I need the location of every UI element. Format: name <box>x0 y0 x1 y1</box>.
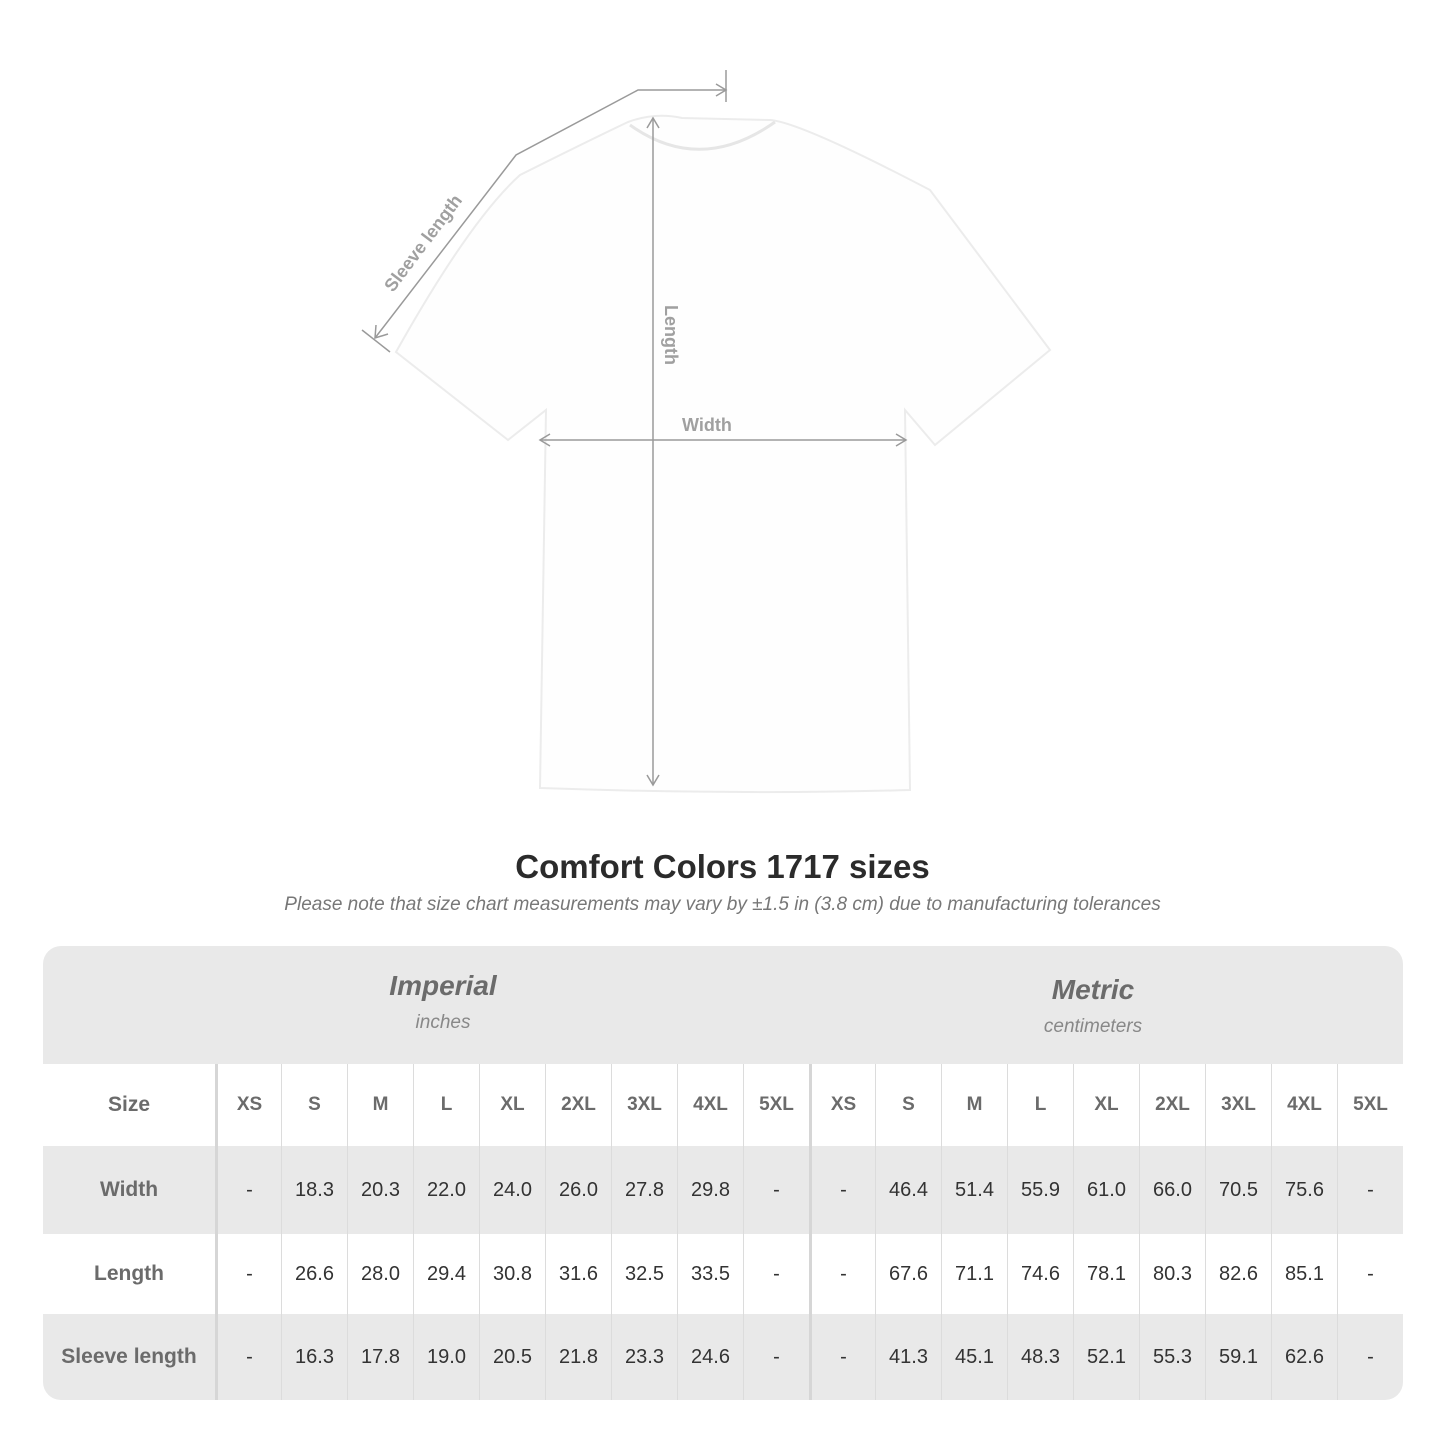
measurement-cell: 20.3 <box>347 1146 413 1234</box>
measurement-cell: 21.8 <box>545 1314 611 1400</box>
measurement-cell: - <box>215 1234 281 1314</box>
tshirt-shape <box>394 114 1052 794</box>
measurement-cell: 16.3 <box>281 1314 347 1400</box>
measurement-cell: 29.4 <box>413 1234 479 1314</box>
imperial-title: Imperial <box>389 970 497 1001</box>
measurement-cell: - <box>743 1234 809 1314</box>
row-label: Sleeve length <box>61 1345 197 1368</box>
metric-title: Metric <box>1051 974 1135 1005</box>
measurement-cell: 85.1 <box>1271 1234 1337 1314</box>
size-header-cell: M <box>347 1064 413 1146</box>
tolerance-note: Please note that size chart measurements… <box>284 894 1161 915</box>
measurement-cell: 46.4 <box>875 1146 941 1234</box>
metric-unit: centimeters <box>1043 1016 1143 1037</box>
measurement-cell: 61.0 <box>1073 1146 1139 1234</box>
measurement-cell: 59.1 <box>1205 1314 1271 1400</box>
measurement-cell: 67.6 <box>875 1234 941 1314</box>
imperial-unit: inches <box>415 1012 471 1033</box>
measurement-cell: 32.5 <box>611 1234 677 1314</box>
imperial-header: Imperial inches <box>103 970 783 1034</box>
measurement-cell: 28.0 <box>347 1234 413 1314</box>
length-label: Length <box>661 305 681 365</box>
measurement-cell: 31.6 <box>545 1234 611 1314</box>
size-header-cell: S <box>281 1064 347 1146</box>
measurement-cell: 26.0 <box>545 1146 611 1234</box>
header-row: Size XS S M L XL 2XL 3XL 4XL 5XL XS S M L XL 2XL 3XL 4XL 5… <box>43 1064 1403 1146</box>
measurement-cell: 41.3 <box>875 1314 941 1400</box>
size-header-cell: XL <box>1073 1064 1139 1146</box>
size-table: Imperial inches Metric centimeters Size X… <box>43 946 1403 1400</box>
measurement-cell: - <box>809 1234 875 1314</box>
measurement-cell: 62.6 <box>1271 1314 1337 1400</box>
tshirt-collar <box>629 120 776 151</box>
measurement-cell: - <box>743 1146 809 1234</box>
width-label: Width <box>682 415 732 435</box>
size-header-cell: 5XL <box>743 1064 809 1146</box>
measurement-cell: - <box>1337 1314 1403 1400</box>
row-label: Width <box>99 1178 159 1201</box>
measurement-cell: 66.0 <box>1139 1146 1205 1234</box>
measurement-cell: 33.5 <box>677 1234 743 1314</box>
metric-header: Metric centimeters <box>753 974 1403 1038</box>
measurement-cell: 30.8 <box>479 1234 545 1314</box>
row-label: Length <box>94 1262 164 1285</box>
measurement-cell: 45.1 <box>941 1314 1007 1400</box>
table-row: Sleeve length -16.3 17.8 19.0 20.5 21.8 23.3 24… <box>43 1314 1403 1400</box>
table-row: Width -18.3 20.3 22.0 24.0 26.0 27.8 29.8- -46.4… <box>43 1146 1403 1234</box>
size-header-cell: XS <box>809 1064 875 1146</box>
size-header-cell: L <box>1007 1064 1073 1146</box>
size-header-cell: 3XL <box>611 1064 677 1146</box>
measurement-cell: - <box>215 1314 281 1400</box>
measurement-cell: 48.3 <box>1007 1314 1073 1400</box>
measurement-cell: - <box>1337 1234 1403 1314</box>
size-header: Size <box>107 1093 151 1116</box>
size-header-cell: 4XL <box>1271 1064 1337 1146</box>
size-header-cell: 2XL <box>545 1064 611 1146</box>
measurement-cell: 55.9 <box>1007 1146 1073 1234</box>
measurement-cell: 29.8 <box>677 1146 743 1234</box>
measurement-cell: - <box>1337 1146 1403 1234</box>
measurement-cell: 71.1 <box>941 1234 1007 1314</box>
measurement-cell: 26.6 <box>281 1234 347 1314</box>
size-header-cell: XS <box>215 1064 281 1146</box>
size-header-cell: 3XL <box>1205 1064 1271 1146</box>
measurement-cell: - <box>809 1314 875 1400</box>
size-header-cell: L <box>413 1064 479 1146</box>
table-row: Length -26.6 28.0 29.4 30.8 31.6 32.5 33.5- -67.… <box>43 1234 1403 1314</box>
measurement-cell: 24.0 <box>479 1146 545 1234</box>
measurement-cell: - <box>215 1146 281 1234</box>
tshirt-diagram: Sleeve length Length Width <box>361 70 1052 794</box>
size-header-cell: 5XL <box>1337 1064 1403 1146</box>
measurement-cell: - <box>809 1146 875 1234</box>
measurement-cell: 78.1 <box>1073 1234 1139 1314</box>
measurement-cell: - <box>743 1314 809 1400</box>
measurement-cell: 27.8 <box>611 1146 677 1234</box>
measurement-cell: 82.6 <box>1205 1234 1271 1314</box>
size-header-cell: S <box>875 1064 941 1146</box>
measurement-cell: 52.1 <box>1073 1314 1139 1400</box>
measurement-cell: 51.4 <box>941 1146 1007 1234</box>
measurement-cell: 17.8 <box>347 1314 413 1400</box>
measurement-cell: 75.6 <box>1271 1146 1337 1234</box>
measurement-cell: 20.5 <box>479 1314 545 1400</box>
measurement-cell: 55.3 <box>1139 1314 1205 1400</box>
page-title: Comfort Colors 1717 sizes <box>515 848 930 885</box>
size-header-cell: 2XL <box>1139 1064 1205 1146</box>
measurement-cell: 74.6 <box>1007 1234 1073 1314</box>
size-header-cell: M <box>941 1064 1007 1146</box>
measurement-cell: 70.5 <box>1205 1146 1271 1234</box>
measurement-cell: 80.3 <box>1139 1234 1205 1314</box>
size-header-cell: XL <box>479 1064 545 1146</box>
measurement-cell: 22.0 <box>413 1146 479 1234</box>
measurement-cell: 23.3 <box>611 1314 677 1400</box>
measurement-cell: 24.6 <box>677 1314 743 1400</box>
unit-header: Imperial inches Metric centimeters <box>43 946 1403 1064</box>
measurement-cell: 19.0 <box>413 1314 479 1400</box>
measurement-cell: 18.3 <box>281 1146 347 1234</box>
sleeve-length-line <box>374 89 725 339</box>
size-header-cell: 4XL <box>677 1064 743 1146</box>
